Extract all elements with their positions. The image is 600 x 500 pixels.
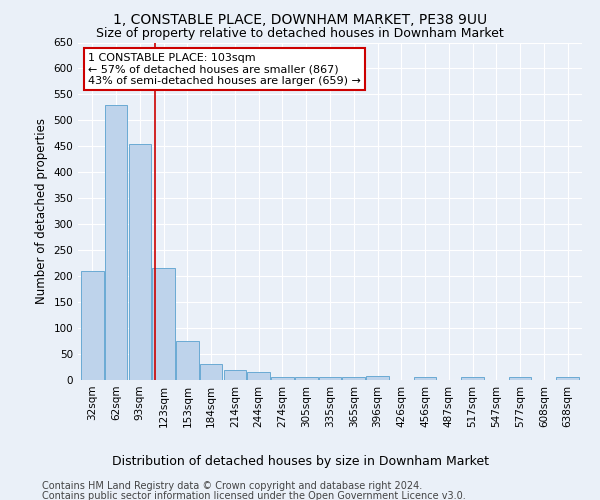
Bar	[176, 341, 199, 380]
Bar	[461, 378, 484, 380]
Text: Size of property relative to detached houses in Downham Market: Size of property relative to detached ho…	[96, 28, 504, 40]
Bar	[224, 370, 246, 380]
Y-axis label: Number of detached properties: Number of detached properties	[35, 118, 48, 304]
Bar	[414, 378, 436, 380]
Text: Contains public sector information licensed under the Open Government Licence v3: Contains public sector information licen…	[42, 491, 466, 500]
Bar	[509, 378, 532, 380]
Bar	[295, 378, 317, 380]
Bar	[128, 144, 151, 380]
Text: 1, CONSTABLE PLACE, DOWNHAM MARKET, PE38 9UU: 1, CONSTABLE PLACE, DOWNHAM MARKET, PE38…	[113, 12, 487, 26]
Bar	[366, 376, 389, 380]
Text: Distribution of detached houses by size in Downham Market: Distribution of detached houses by size …	[112, 455, 488, 468]
Bar	[271, 378, 294, 380]
Bar	[152, 268, 175, 380]
Bar	[343, 378, 365, 380]
Text: Contains HM Land Registry data © Crown copyright and database right 2024.: Contains HM Land Registry data © Crown c…	[42, 481, 422, 491]
Bar	[200, 364, 223, 380]
Bar	[81, 271, 104, 380]
Text: 1 CONSTABLE PLACE: 103sqm
← 57% of detached houses are smaller (867)
43% of semi: 1 CONSTABLE PLACE: 103sqm ← 57% of detac…	[88, 52, 361, 86]
Bar	[247, 372, 270, 380]
Bar	[556, 378, 579, 380]
Bar	[105, 105, 127, 380]
Bar	[319, 378, 341, 380]
